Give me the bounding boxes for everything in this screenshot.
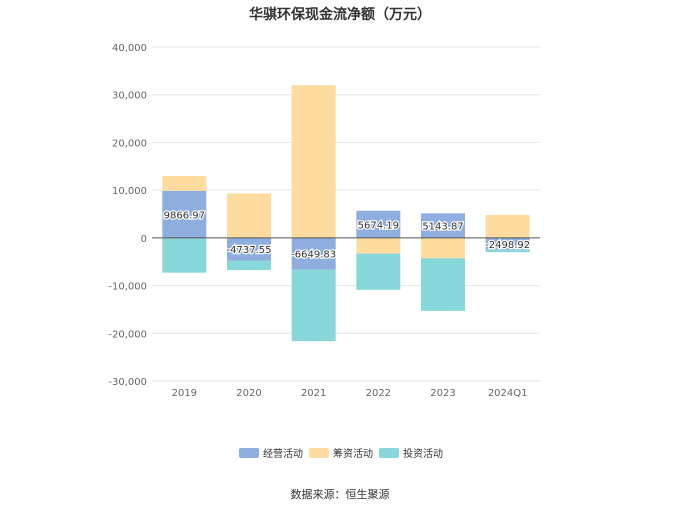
y-tick-label: -20,000 bbox=[108, 329, 147, 340]
x-tick-label: 2024Q1 bbox=[488, 388, 528, 399]
bar-segment bbox=[227, 237, 271, 261]
x-tick-label: 2020 bbox=[236, 388, 261, 399]
legend-label: 筹资活动 bbox=[333, 447, 373, 460]
bar-segment bbox=[485, 214, 530, 238]
data-label: 9866.97 bbox=[164, 210, 205, 221]
x-tick-label: 2021 bbox=[301, 388, 326, 399]
bar-segment bbox=[356, 237, 401, 254]
bar-segment bbox=[421, 258, 465, 311]
data-label: 5143.87 bbox=[422, 222, 463, 233]
x-tick-label: 2019 bbox=[172, 388, 197, 399]
bar-segment bbox=[162, 175, 207, 191]
bar-chart: 40,000 30,000 20,000 10,000 0 -10,000 -20,000 -… bbox=[108, 43, 540, 460]
bar-segment bbox=[421, 213, 465, 238]
legend-label: 投资活动 bbox=[403, 447, 443, 460]
chart-title: 华骐环保现金流净额（万元） bbox=[249, 7, 431, 23]
bar-segment bbox=[356, 210, 401, 238]
bar-segment bbox=[227, 193, 271, 238]
y-tick-label: 10,000 bbox=[112, 186, 147, 197]
bar-segment bbox=[162, 190, 207, 238]
y-tick-label: -30,000 bbox=[108, 377, 147, 388]
y-tick-label: 20,000 bbox=[112, 138, 147, 149]
bar-segment bbox=[485, 237, 530, 250]
bar-segment bbox=[227, 260, 271, 271]
x-tick-label: 2023 bbox=[430, 388, 455, 399]
bar-segment bbox=[291, 269, 336, 342]
y-tick-label: 40,000 bbox=[112, 43, 147, 54]
bar-segment bbox=[421, 237, 465, 259]
legend-swatch bbox=[379, 448, 399, 458]
bar-segment bbox=[162, 237, 207, 273]
legend-swatch bbox=[239, 448, 259, 458]
bar-segment bbox=[485, 249, 530, 253]
x-tick-label: 2022 bbox=[366, 388, 391, 399]
data-label: 5674.19 bbox=[358, 220, 399, 231]
y-tick-label: -10,000 bbox=[108, 282, 147, 293]
data-label: -6649.83 bbox=[291, 250, 336, 261]
bar-segment bbox=[356, 253, 401, 290]
data-label: -2498.92 bbox=[485, 240, 530, 251]
legend-label: 经营活动 bbox=[263, 447, 303, 460]
bar-segment bbox=[291, 85, 336, 238]
data-label: -4737.55 bbox=[227, 245, 272, 256]
legend-swatch bbox=[309, 448, 329, 458]
data-source: 数据来源：恒生聚源 bbox=[290, 488, 390, 501]
y-tick-label: 30,000 bbox=[112, 91, 147, 102]
y-tick-label: 0 bbox=[141, 234, 147, 245]
bar-segment bbox=[291, 237, 336, 270]
